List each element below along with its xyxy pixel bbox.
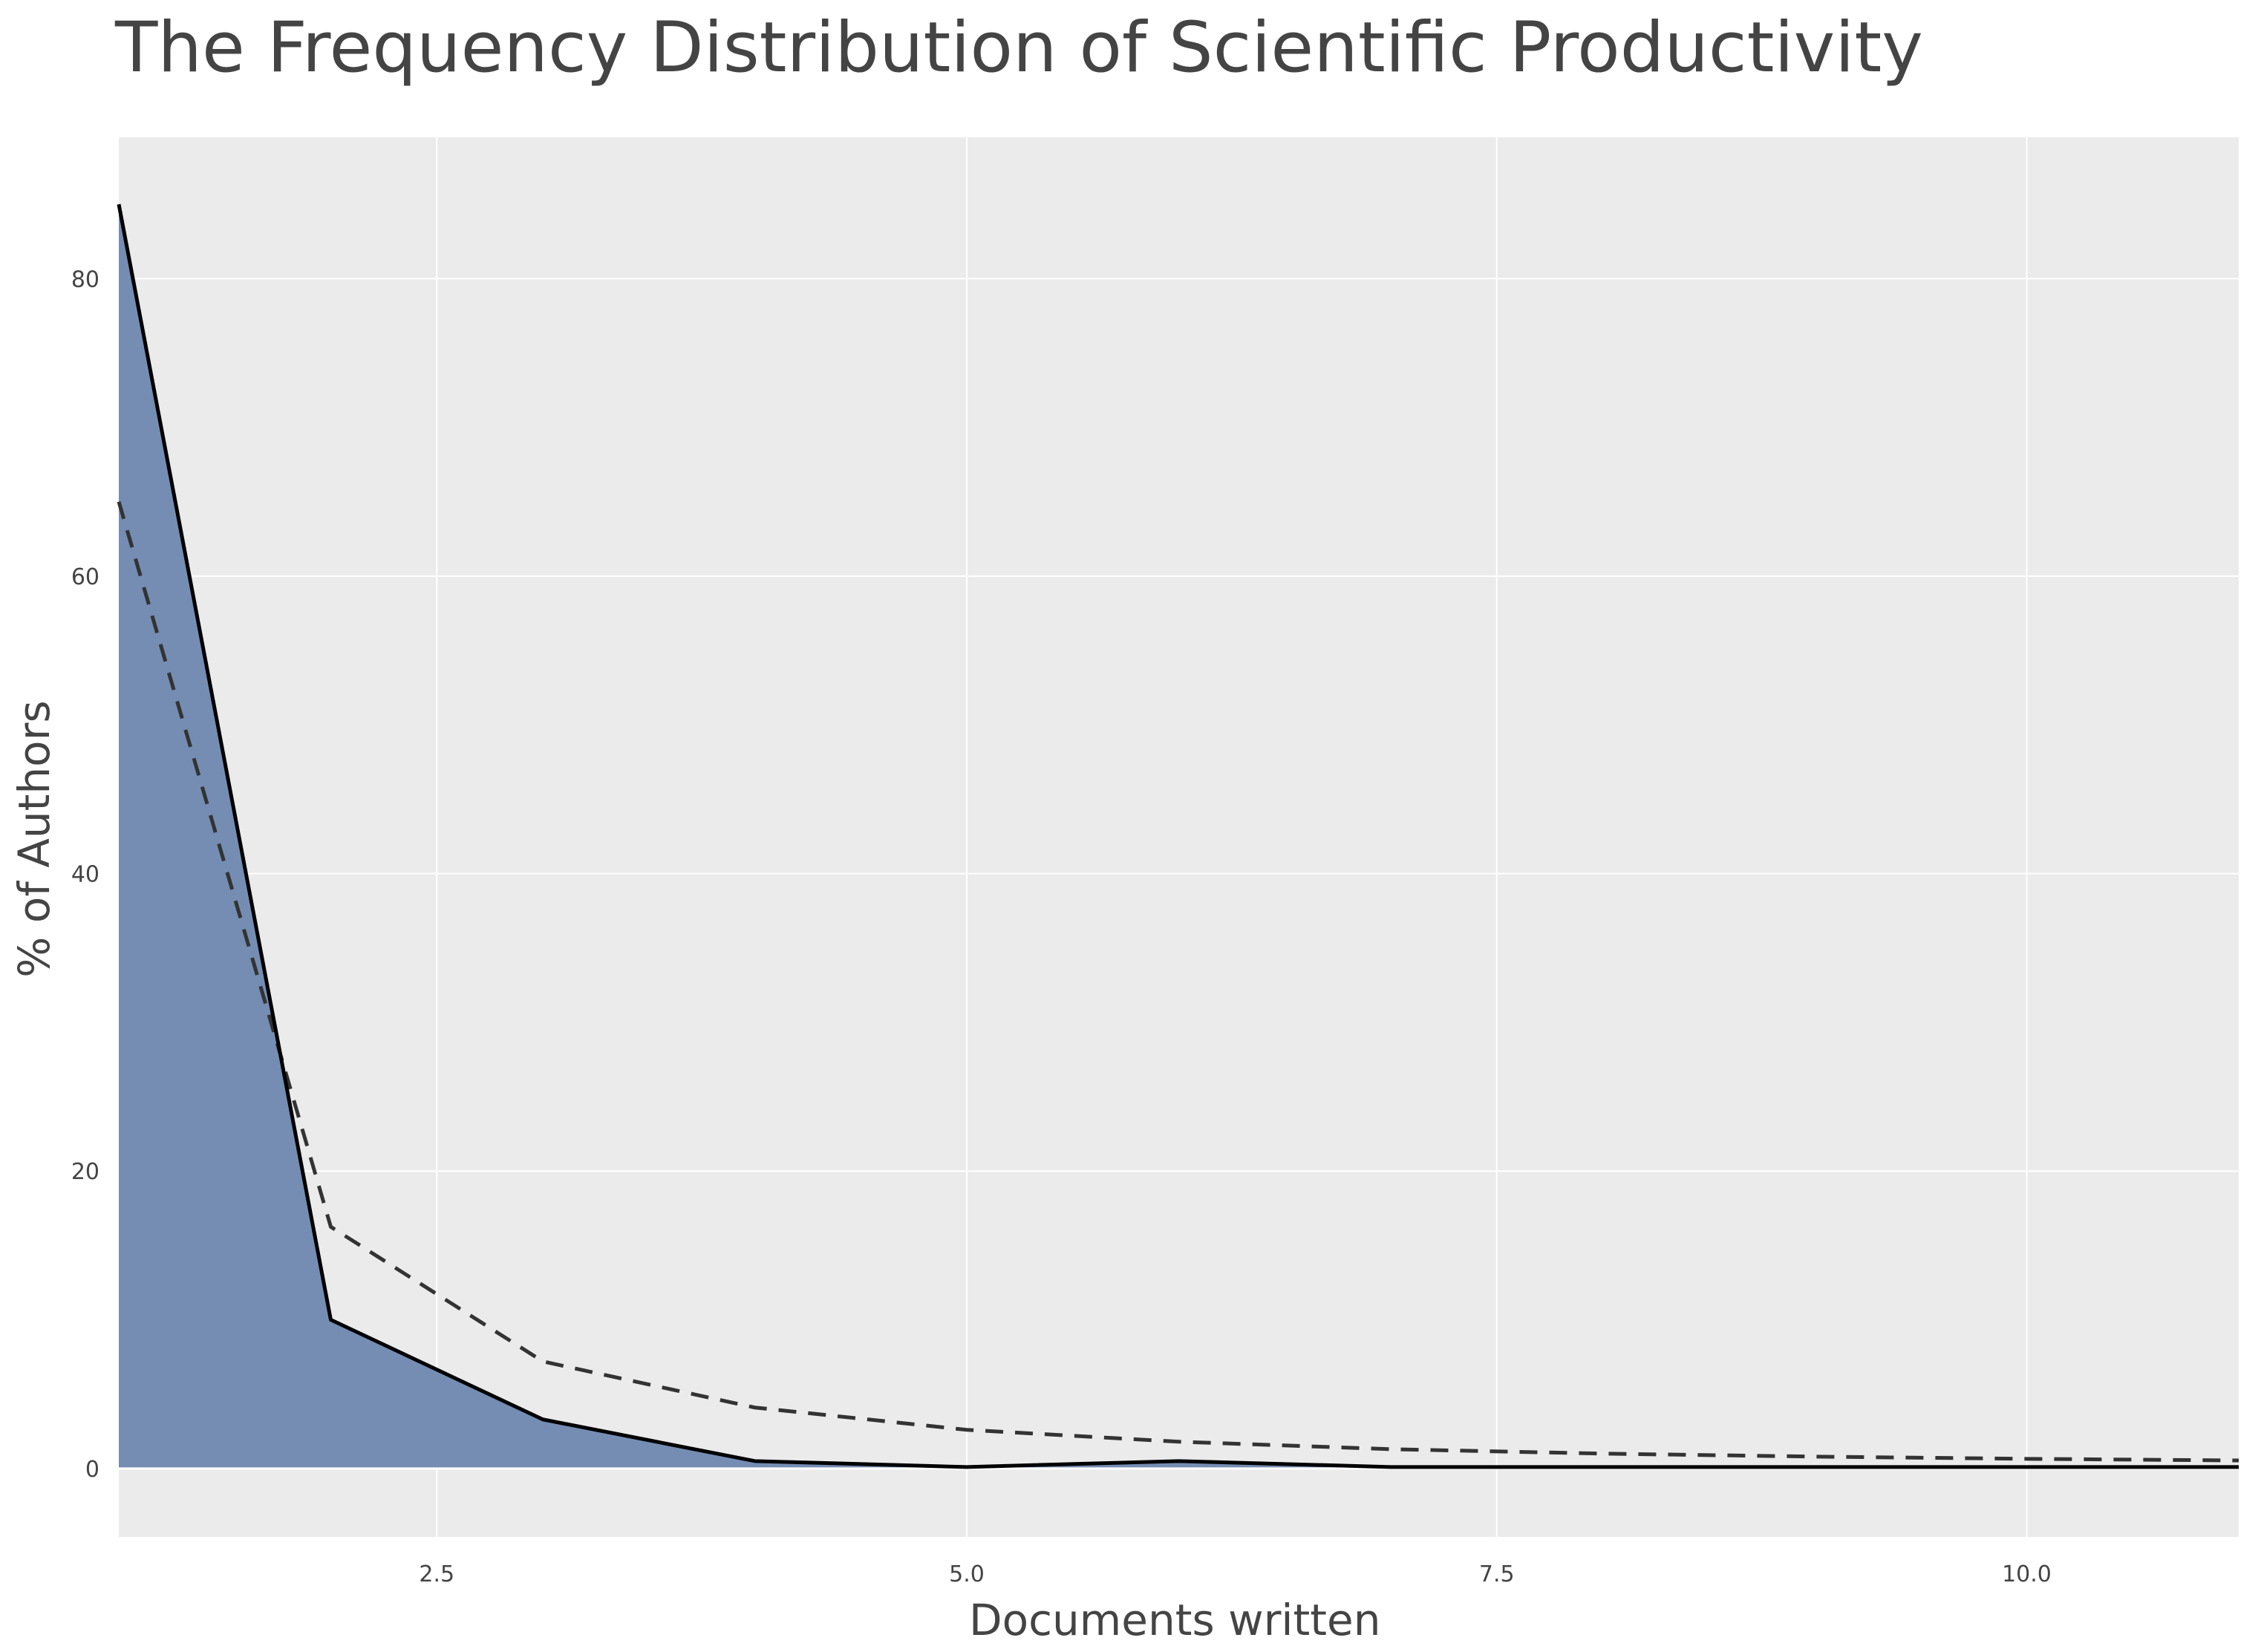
tick-labels: 0 20 40 60 80 2.5 5.0 7.5 10.0 bbox=[71, 267, 2052, 1587]
gridlines bbox=[119, 137, 2239, 1537]
observed-area bbox=[119, 204, 2239, 1469]
x-axis-label: Documents written bbox=[969, 1595, 1381, 1645]
x-tick-label: 2.5 bbox=[419, 1561, 454, 1587]
y-tick-label: 60 bbox=[71, 564, 99, 590]
x-tick-label: 10.0 bbox=[2002, 1561, 2052, 1587]
y-axis-label: % of Authors bbox=[9, 700, 59, 978]
observed-line bbox=[117, 203, 2239, 1469]
y-tick-label: 20 bbox=[71, 1159, 99, 1185]
y-tick-label: 80 bbox=[71, 267, 99, 293]
lotka-dashed-line bbox=[117, 501, 2239, 1463]
data-layer bbox=[117, 203, 2239, 1470]
x-tick-label: 7.5 bbox=[1479, 1561, 1515, 1587]
y-tick-label: 0 bbox=[85, 1457, 99, 1483]
x-tick-label: 5.0 bbox=[949, 1561, 985, 1587]
chart-title: The Frequency Distribution of Scientific… bbox=[115, 7, 1923, 88]
y-tick-label: 40 bbox=[71, 862, 99, 888]
plot-background bbox=[119, 137, 2239, 1537]
